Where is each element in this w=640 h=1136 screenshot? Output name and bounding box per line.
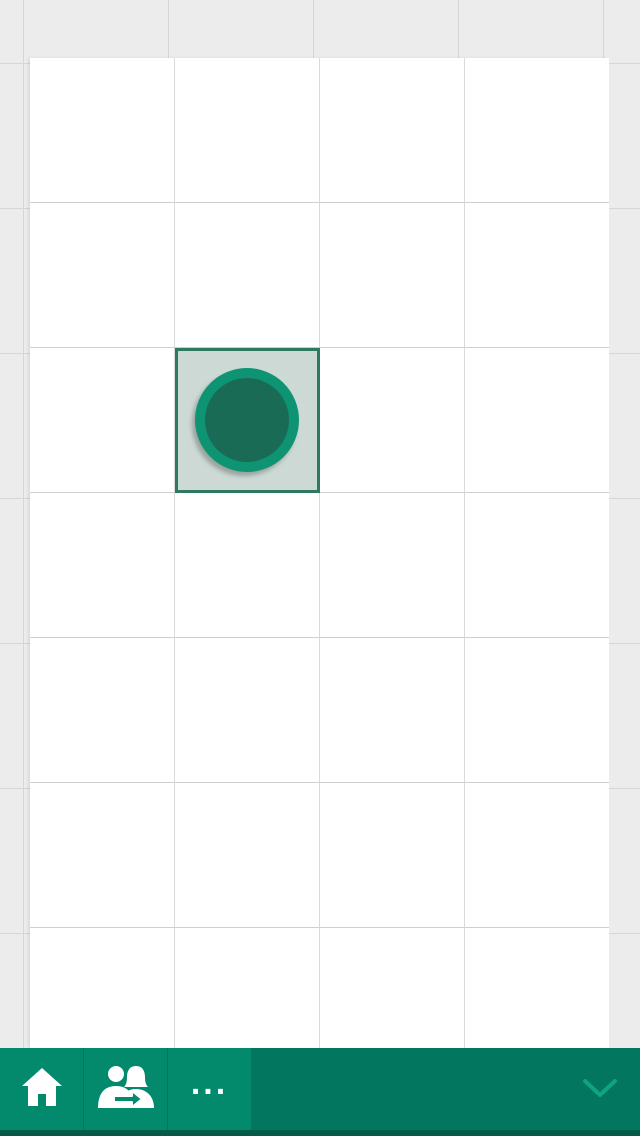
sheet-cell[interactable] [465, 928, 609, 1048]
selection-handle[interactable] [195, 368, 299, 472]
home-icon [20, 1066, 64, 1113]
sheet-cell[interactable] [175, 783, 320, 928]
more-options-button[interactable]: ... [168, 1048, 251, 1130]
sheet-cell[interactable] [465, 203, 609, 348]
worksheet-grid[interactable] [30, 58, 609, 1048]
sheet-cell[interactable] [175, 928, 320, 1048]
sheet-cell[interactable] [175, 203, 320, 348]
selection-handle-center [205, 378, 289, 462]
sheet-cell[interactable] [30, 928, 175, 1048]
sheet-cell[interactable] [175, 493, 320, 638]
bg-gridline [23, 0, 24, 1048]
sheet-cell[interactable] [320, 348, 465, 493]
chevron-down-icon [582, 1077, 618, 1104]
collapse-toolbar-button[interactable] [580, 1070, 620, 1110]
bottom-toolbar: ... [0, 1048, 640, 1130]
sheet-cell[interactable] [30, 638, 175, 783]
sheet-cell[interactable] [320, 203, 465, 348]
sheet-cell[interactable] [320, 58, 465, 203]
sheet-cell[interactable] [30, 203, 175, 348]
sheet-cell[interactable] [175, 638, 320, 783]
home-button[interactable] [0, 1048, 83, 1130]
share-people-icon [96, 1064, 156, 1115]
sheet-cell[interactable] [465, 638, 609, 783]
system-bar-edge [0, 1130, 640, 1136]
sheet-cell[interactable] [320, 493, 465, 638]
sheet-cell[interactable] [30, 348, 175, 493]
sheet-cell[interactable] [30, 493, 175, 638]
sheet-cell[interactable] [175, 58, 320, 203]
sheet-cell[interactable] [465, 783, 609, 928]
more-options-label: ... [190, 1064, 229, 1102]
selected-cell[interactable] [175, 348, 320, 493]
sheet-cell[interactable] [465, 58, 609, 203]
sheet-cell[interactable] [320, 638, 465, 783]
sheet-cell[interactable] [465, 493, 609, 638]
sheet-cell[interactable] [320, 783, 465, 928]
sheet-cell[interactable] [465, 348, 609, 493]
sheet-cell[interactable] [30, 783, 175, 928]
share-button[interactable] [84, 1048, 167, 1130]
sheet-cell[interactable] [320, 928, 465, 1048]
sheet-cell[interactable] [30, 58, 175, 203]
